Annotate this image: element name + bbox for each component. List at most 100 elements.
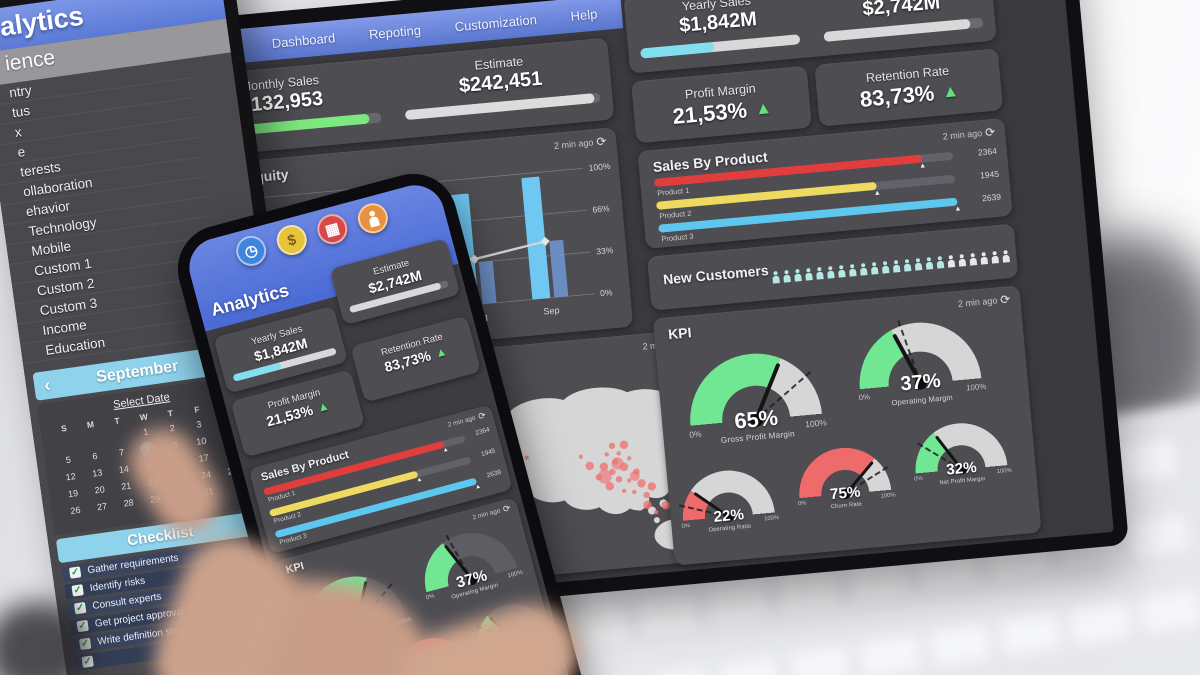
checklist-item-label: Identify risks bbox=[89, 575, 146, 595]
gauge-min-label: 0% bbox=[858, 391, 871, 402]
bar-fill bbox=[640, 42, 715, 59]
keyboard-key bbox=[704, 578, 772, 628]
profit-margin-card: Profit Margin 21,53% ▲ bbox=[631, 65, 812, 144]
keyboard-key bbox=[634, 589, 702, 639]
person-icon bbox=[935, 255, 946, 275]
person-icon bbox=[880, 260, 891, 280]
trend-up-icon: ▲ bbox=[315, 397, 331, 415]
phone-title: Analytics bbox=[208, 279, 292, 320]
person-icon bbox=[858, 262, 869, 282]
trend-up-icon: ▲ bbox=[754, 97, 773, 118]
person-icon bbox=[837, 264, 848, 284]
profile-icon[interactable] bbox=[354, 199, 392, 237]
keyboard-key bbox=[1112, 435, 1181, 486]
svg-text:33%: 33% bbox=[596, 245, 614, 257]
keyboard-key bbox=[1066, 597, 1135, 648]
calculator-icon[interactable]: ▦ bbox=[313, 210, 351, 248]
calendar-day-27[interactable]: 27 bbox=[96, 501, 108, 513]
product-value: 2639 bbox=[981, 191, 1002, 204]
gauge-min-label: 0% bbox=[797, 500, 807, 507]
person-icon bbox=[782, 269, 793, 289]
keyboard-key bbox=[1136, 586, 1200, 636]
svg-text:Sep: Sep bbox=[543, 305, 560, 316]
new-customers-panel: New Customers bbox=[647, 223, 1019, 311]
nav-item-dashboard[interactable]: Dashboard bbox=[271, 29, 336, 51]
person-icon bbox=[990, 250, 1001, 270]
last-refresh-text: 2 min ago bbox=[942, 128, 983, 142]
phone-device: ◷ $ ▦ Analytics Yearly Sales $1,842M Estimat… bbox=[168, 163, 613, 675]
estimate-stat: Estimate $242,451 bbox=[388, 38, 615, 140]
person-icon bbox=[902, 258, 913, 278]
gauge-max-label: 100% bbox=[880, 492, 896, 500]
nav-item-help[interactable]: Help bbox=[569, 5, 598, 24]
svg-text:100%: 100% bbox=[588, 161, 611, 173]
nav-item-customization[interactable]: Customization bbox=[453, 11, 538, 34]
keyboard-key bbox=[1124, 511, 1193, 561]
nav-item-repoting[interactable]: Repoting bbox=[368, 22, 422, 42]
person-icon bbox=[804, 267, 815, 287]
person-icon bbox=[1001, 249, 1012, 269]
gauge-min-label: 0% bbox=[914, 475, 924, 483]
person-icon bbox=[891, 259, 902, 279]
person-icon bbox=[869, 261, 880, 281]
calendar-day-26[interactable]: 26 bbox=[69, 504, 82, 517]
product-value: 2364 bbox=[474, 426, 491, 437]
bar-target-marker-icon: ▲ bbox=[415, 476, 424, 484]
keyboard-key bbox=[856, 631, 924, 675]
product-label: Product 3 bbox=[661, 231, 694, 244]
keyboard-key bbox=[645, 664, 714, 675]
profit-margin-value: 21,53% bbox=[671, 96, 749, 129]
refresh-icon[interactable]: ⟳ bbox=[595, 134, 607, 150]
svg-text:66%: 66% bbox=[592, 203, 610, 215]
calendar-day-28[interactable]: 28 bbox=[122, 497, 135, 509]
phone-app-icons: ◷ $ ▦ bbox=[232, 199, 392, 270]
gauge-operating-margin: 37% Operating Margin 0% 100% bbox=[414, 522, 530, 638]
person-icon bbox=[771, 270, 782, 290]
yearly-sales-stat: Yearly Sales $1,842M bbox=[623, 0, 813, 74]
coin-icon[interactable]: $ bbox=[273, 221, 311, 259]
phone-retention-rate-card: Retention Rate 83,73% ▲ bbox=[350, 315, 482, 403]
person-icon bbox=[815, 266, 826, 286]
gauge-min-label: 0% bbox=[688, 428, 702, 440]
keyboard-key bbox=[716, 653, 784, 675]
estimate2-stat: Estimate $2,742M bbox=[807, 0, 997, 57]
checkbox-checked-icon[interactable]: ✓ bbox=[71, 584, 84, 597]
checkbox-checked-icon[interactable]: ✓ bbox=[68, 566, 82, 579]
person-icon bbox=[924, 256, 935, 276]
keyboard-key bbox=[996, 608, 1065, 659]
gauge-max-label: 100% bbox=[804, 417, 828, 430]
calendar-prev-icon[interactable]: ‹ bbox=[42, 374, 52, 396]
phone-screen: ◷ $ ▦ Analytics Yearly Sales $1,842M Estimat… bbox=[182, 178, 598, 675]
trend-up-icon: ▲ bbox=[433, 343, 449, 361]
person-icon bbox=[979, 251, 990, 271]
person-icon bbox=[946, 254, 957, 274]
bar-target-marker-icon: ▲ bbox=[442, 446, 450, 455]
person-icon bbox=[968, 252, 979, 272]
last-refresh-text: 2 min ago bbox=[553, 137, 594, 151]
calendar-month-label: September bbox=[95, 357, 180, 387]
retention-rate-card: Retention Rate 83,73% ▲ bbox=[814, 48, 1004, 127]
retention-rate-value: 83,73% bbox=[858, 79, 936, 112]
clock-icon[interactable]: ◷ bbox=[232, 232, 270, 270]
customer-pictogram bbox=[770, 242, 1012, 290]
kpi-panel: KPI 2 min ago ⟳ 65% Gross Profit Margin 0%… bbox=[652, 285, 1042, 567]
gauge-max-label: 100% bbox=[996, 467, 1013, 475]
bar-target-marker-icon: ▲ bbox=[918, 162, 927, 170]
product-value: 1945 bbox=[979, 168, 1000, 181]
bar-target-marker-icon: ▲ bbox=[873, 189, 882, 198]
person-icon bbox=[913, 257, 924, 277]
checkbox-checked-icon[interactable]: ✓ bbox=[73, 602, 87, 615]
gauge-operating-margin: 37% Operating Margin 0% 100% bbox=[854, 317, 987, 450]
gauge-max-label: 100% bbox=[965, 381, 987, 393]
bar-target-marker-icon: ▲ bbox=[474, 483, 482, 491]
gauge-min-label: 0% bbox=[681, 522, 691, 530]
person-icon bbox=[957, 253, 968, 273]
refresh-icon[interactable]: ⟳ bbox=[984, 124, 996, 140]
person-icon bbox=[826, 265, 837, 285]
bar-target-marker-icon: ▲ bbox=[954, 205, 962, 213]
svg-text:0%: 0% bbox=[600, 287, 614, 298]
